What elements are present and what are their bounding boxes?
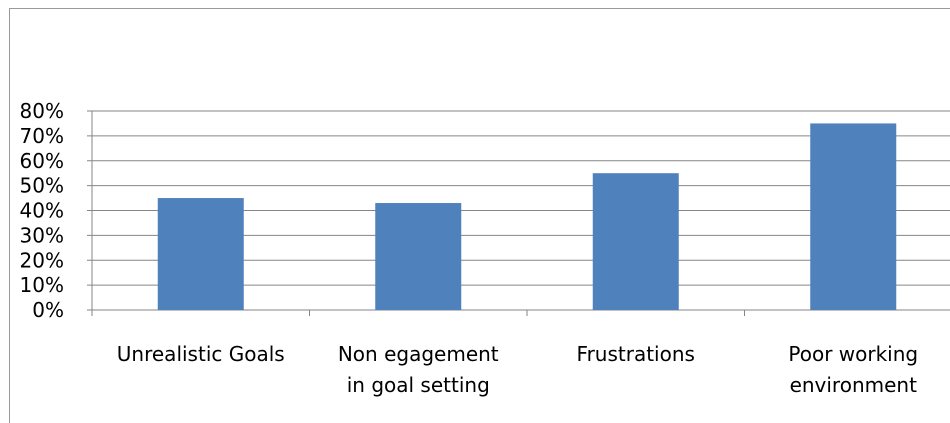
y-tick-label: 50% <box>20 174 64 198</box>
y-tick-label: 70% <box>20 124 64 148</box>
bar <box>157 198 244 310</box>
bar <box>375 203 462 310</box>
x-category-label-line: in goal setting <box>347 373 490 397</box>
x-category-label-line: Non egagement <box>338 342 499 366</box>
bar <box>592 173 679 310</box>
x-category-label: Poor working environment <box>788 342 918 397</box>
y-tick-label: 20% <box>20 248 64 272</box>
x-category-label-line: environment <box>790 373 918 397</box>
y-tick-label: 30% <box>20 223 64 247</box>
y-tick-label: 80% <box>20 99 64 123</box>
y-tick-label: 10% <box>20 273 64 297</box>
y-tick-label: 40% <box>20 199 64 223</box>
x-category-label-line: Frustrations <box>577 342 695 366</box>
bar <box>810 123 897 310</box>
chart-frame <box>9 8 950 423</box>
y-tick-label: 0% <box>32 298 64 322</box>
x-category-label: Unrealistic Goals <box>117 342 285 366</box>
x-category-label-line: Unrealistic Goals <box>117 342 285 366</box>
x-category-label-line: Poor working <box>788 342 918 366</box>
x-category-label: Non egagement in goal setting <box>338 342 499 397</box>
y-tick-label: 60% <box>20 149 64 173</box>
x-category-label: Frustrations <box>577 342 695 366</box>
